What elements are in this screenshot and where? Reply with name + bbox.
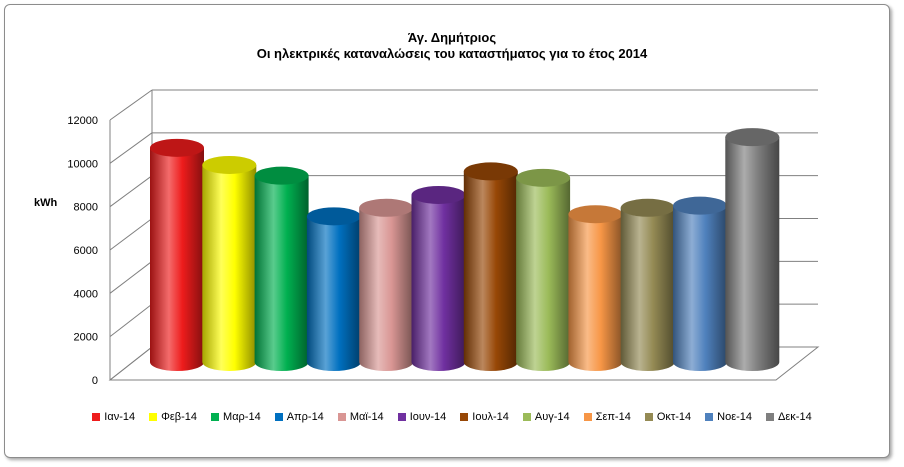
legend-swatch [644, 413, 653, 421]
legend-item: Οκτ-14 [644, 411, 692, 423]
legend-label: Απρ-14 [286, 411, 324, 423]
legend-item: Ιαν-14 [92, 411, 135, 423]
bar-body [725, 137, 780, 371]
legend-swatch [460, 413, 469, 421]
legend-swatch [522, 413, 531, 421]
bar-top [202, 155, 257, 174]
bar-top [254, 166, 309, 185]
bar-top [620, 198, 675, 217]
legend-swatch [397, 413, 406, 421]
legend-item: Αυγ-14 [522, 411, 570, 423]
bar-Μαϊ-14 [359, 198, 414, 371]
bar-Ιουν-14 [411, 185, 466, 371]
legend-label: Μαϊ-14 [349, 411, 384, 423]
legend-item: Ιουλ-14 [460, 411, 509, 423]
legend-item: Σεπ-14 [583, 411, 631, 423]
bar-body [254, 175, 309, 371]
bar-top [306, 207, 361, 226]
bar-Απρ-14 [306, 207, 361, 371]
legend-swatch [149, 413, 158, 421]
bar-body [620, 207, 675, 371]
y-tick-label: 0 [92, 375, 98, 387]
legend-swatch [583, 413, 592, 421]
legend-item: Μαϊ-14 [337, 411, 384, 423]
y-tick-label: 2000 [74, 332, 98, 344]
legend-label: Μαρ-14 [223, 411, 261, 423]
bar-top [411, 185, 466, 204]
legend-label: Αυγ-14 [534, 411, 570, 423]
bar-Νοε-14 [673, 196, 727, 371]
legend-swatch [92, 413, 101, 421]
legend-item: Νοε-14 [705, 411, 752, 423]
legend-item: Απρ-14 [274, 411, 324, 423]
legend-label: Οκτ-14 [656, 411, 692, 423]
legend-swatch [274, 413, 283, 421]
bar-Ιουλ-14 [463, 162, 518, 371]
legend-label: Νοε-14 [717, 411, 753, 423]
legend-swatch [766, 413, 775, 421]
bar-Δεκ-14 [725, 128, 780, 371]
bar-body [516, 177, 571, 371]
legend-item: Ιουν-14 [397, 411, 447, 423]
bar-body [463, 171, 518, 371]
y-tick-label: 6000 [74, 245, 98, 257]
bar-top [725, 128, 780, 147]
bar-Αυγ-14 [516, 168, 571, 371]
legend-swatch [211, 413, 220, 421]
legend-label: Ιαν-14 [104, 411, 136, 423]
gridline-side [109, 218, 153, 251]
y-tick-label: 12000 [67, 115, 98, 127]
legend-item: Δεκ-14 [766, 411, 812, 423]
legend-label: Ιουν-14 [409, 411, 447, 423]
chart-title: Άγ. Δημήτριος [407, 30, 497, 45]
legend-label: Φεβ-14 [161, 411, 198, 423]
gridline-side [109, 175, 153, 208]
legend-label: Ιουλ-14 [472, 411, 509, 423]
y-tick-label: 4000 [74, 288, 98, 300]
bar-Ιαν-14 [150, 138, 204, 371]
bar-top [359, 198, 414, 217]
bar-body [202, 164, 257, 371]
bar-top [516, 168, 571, 187]
bar-body [306, 216, 361, 371]
gridline-side [109, 346, 153, 381]
legend-label: Δεκ-14 [778, 411, 812, 423]
gridline-side [109, 89, 153, 121]
bar-body [411, 194, 466, 371]
bar-top [150, 138, 204, 157]
legend-item: Μαρ-14 [211, 411, 261, 423]
legend-swatch [705, 413, 714, 421]
bar-body [150, 147, 204, 371]
bar-top [673, 196, 727, 215]
legend-label: Σεπ-14 [595, 411, 631, 423]
gridline-side [109, 303, 153, 338]
bar-Μαρ-14 [254, 166, 309, 371]
gridline-side [109, 260, 153, 294]
bar-body [359, 207, 414, 371]
bar-top [568, 205, 623, 224]
bar-top [463, 162, 518, 181]
chart-legend: Ιαν-14 Φεβ-14 Μαρ-14 Απρ-14 Μαϊ-14 Ιουν-14 Ιου… [0, 411, 904, 423]
bar-Οκτ-14 [620, 198, 675, 371]
bar-Σεπ-14 [568, 205, 623, 371]
gridline-side [109, 132, 153, 164]
legend-item: Φεβ-14 [149, 411, 197, 423]
y-tick-label: 10000 [67, 158, 98, 170]
bar-Φεβ-14 [202, 155, 257, 371]
legend-swatch [337, 413, 346, 421]
chart-subtitle: Οι ηλεκτρικές καταναλώσεις του καταστήμα… [256, 46, 648, 61]
y-tick-label: 8000 [74, 202, 98, 214]
bar-body [568, 214, 623, 371]
bar-body [673, 205, 727, 371]
y-axis-label: kWh [34, 197, 58, 209]
